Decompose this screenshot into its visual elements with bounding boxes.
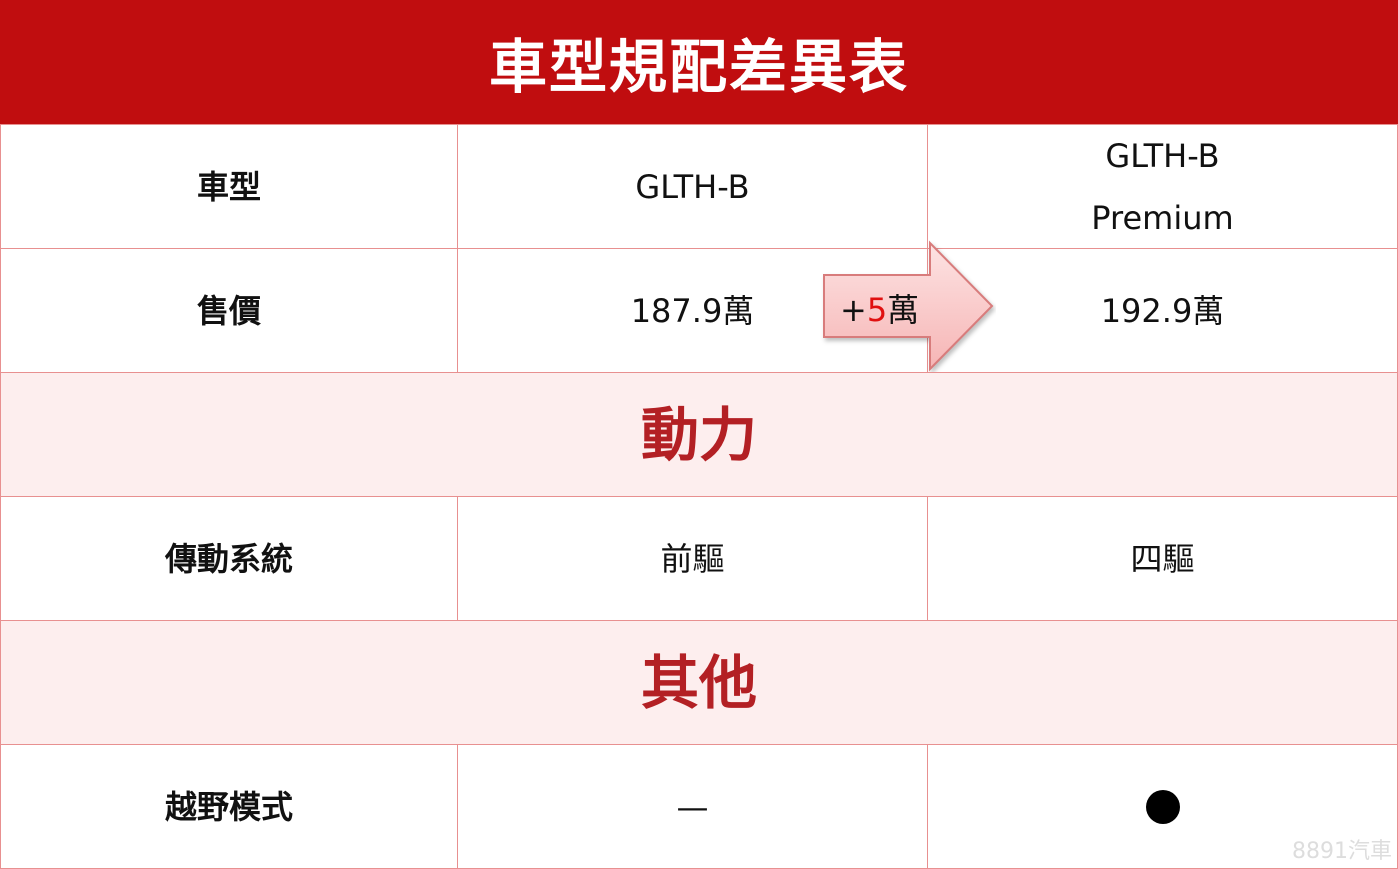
price-col2: 192.9萬 bbox=[927, 248, 1398, 373]
price-label: 售價 bbox=[0, 248, 458, 373]
price-diff-sign: + bbox=[840, 291, 867, 329]
offroad-row: 越野模式 — bbox=[0, 744, 1398, 869]
price-row: 售價 187.9萬 192.9萬 bbox=[0, 248, 1398, 373]
watermark: 8891汽車 bbox=[1292, 839, 1392, 864]
model-label: 車型 bbox=[0, 124, 458, 249]
drivetrain-label: 傳動系統 bbox=[0, 496, 458, 621]
model-row: 車型 GLTH-B GLTH-B Premium bbox=[0, 124, 1398, 249]
arrow-right-icon bbox=[823, 240, 994, 372]
offroad-col1: — bbox=[457, 744, 928, 869]
model-col2: GLTH-B Premium bbox=[927, 124, 1398, 249]
section-power: 動力 bbox=[0, 372, 1398, 497]
model-col1: GLTH-B bbox=[457, 124, 928, 249]
section-other: 其他 bbox=[0, 620, 1398, 745]
section-title: 動力 bbox=[0, 372, 1398, 497]
filled-circle-icon bbox=[1145, 789, 1180, 824]
model-col2-line1: GLTH-B bbox=[1105, 136, 1220, 175]
section-title: 其他 bbox=[0, 620, 1398, 745]
page-title: 車型規配差異表 bbox=[0, 0, 1398, 124]
drivetrain-row: 傳動系統 前驅 四驅 bbox=[0, 496, 1398, 621]
price-diff-amount: 5 bbox=[866, 291, 888, 329]
drivetrain-col1: 前驅 bbox=[457, 496, 928, 621]
price-diff-unit: 萬 bbox=[887, 291, 920, 329]
offroad-label: 越野模式 bbox=[0, 744, 458, 869]
model-col2-line2: Premium bbox=[1091, 198, 1234, 237]
drivetrain-col2: 四驅 bbox=[927, 496, 1398, 621]
price-diff: +5萬 bbox=[840, 285, 919, 331]
